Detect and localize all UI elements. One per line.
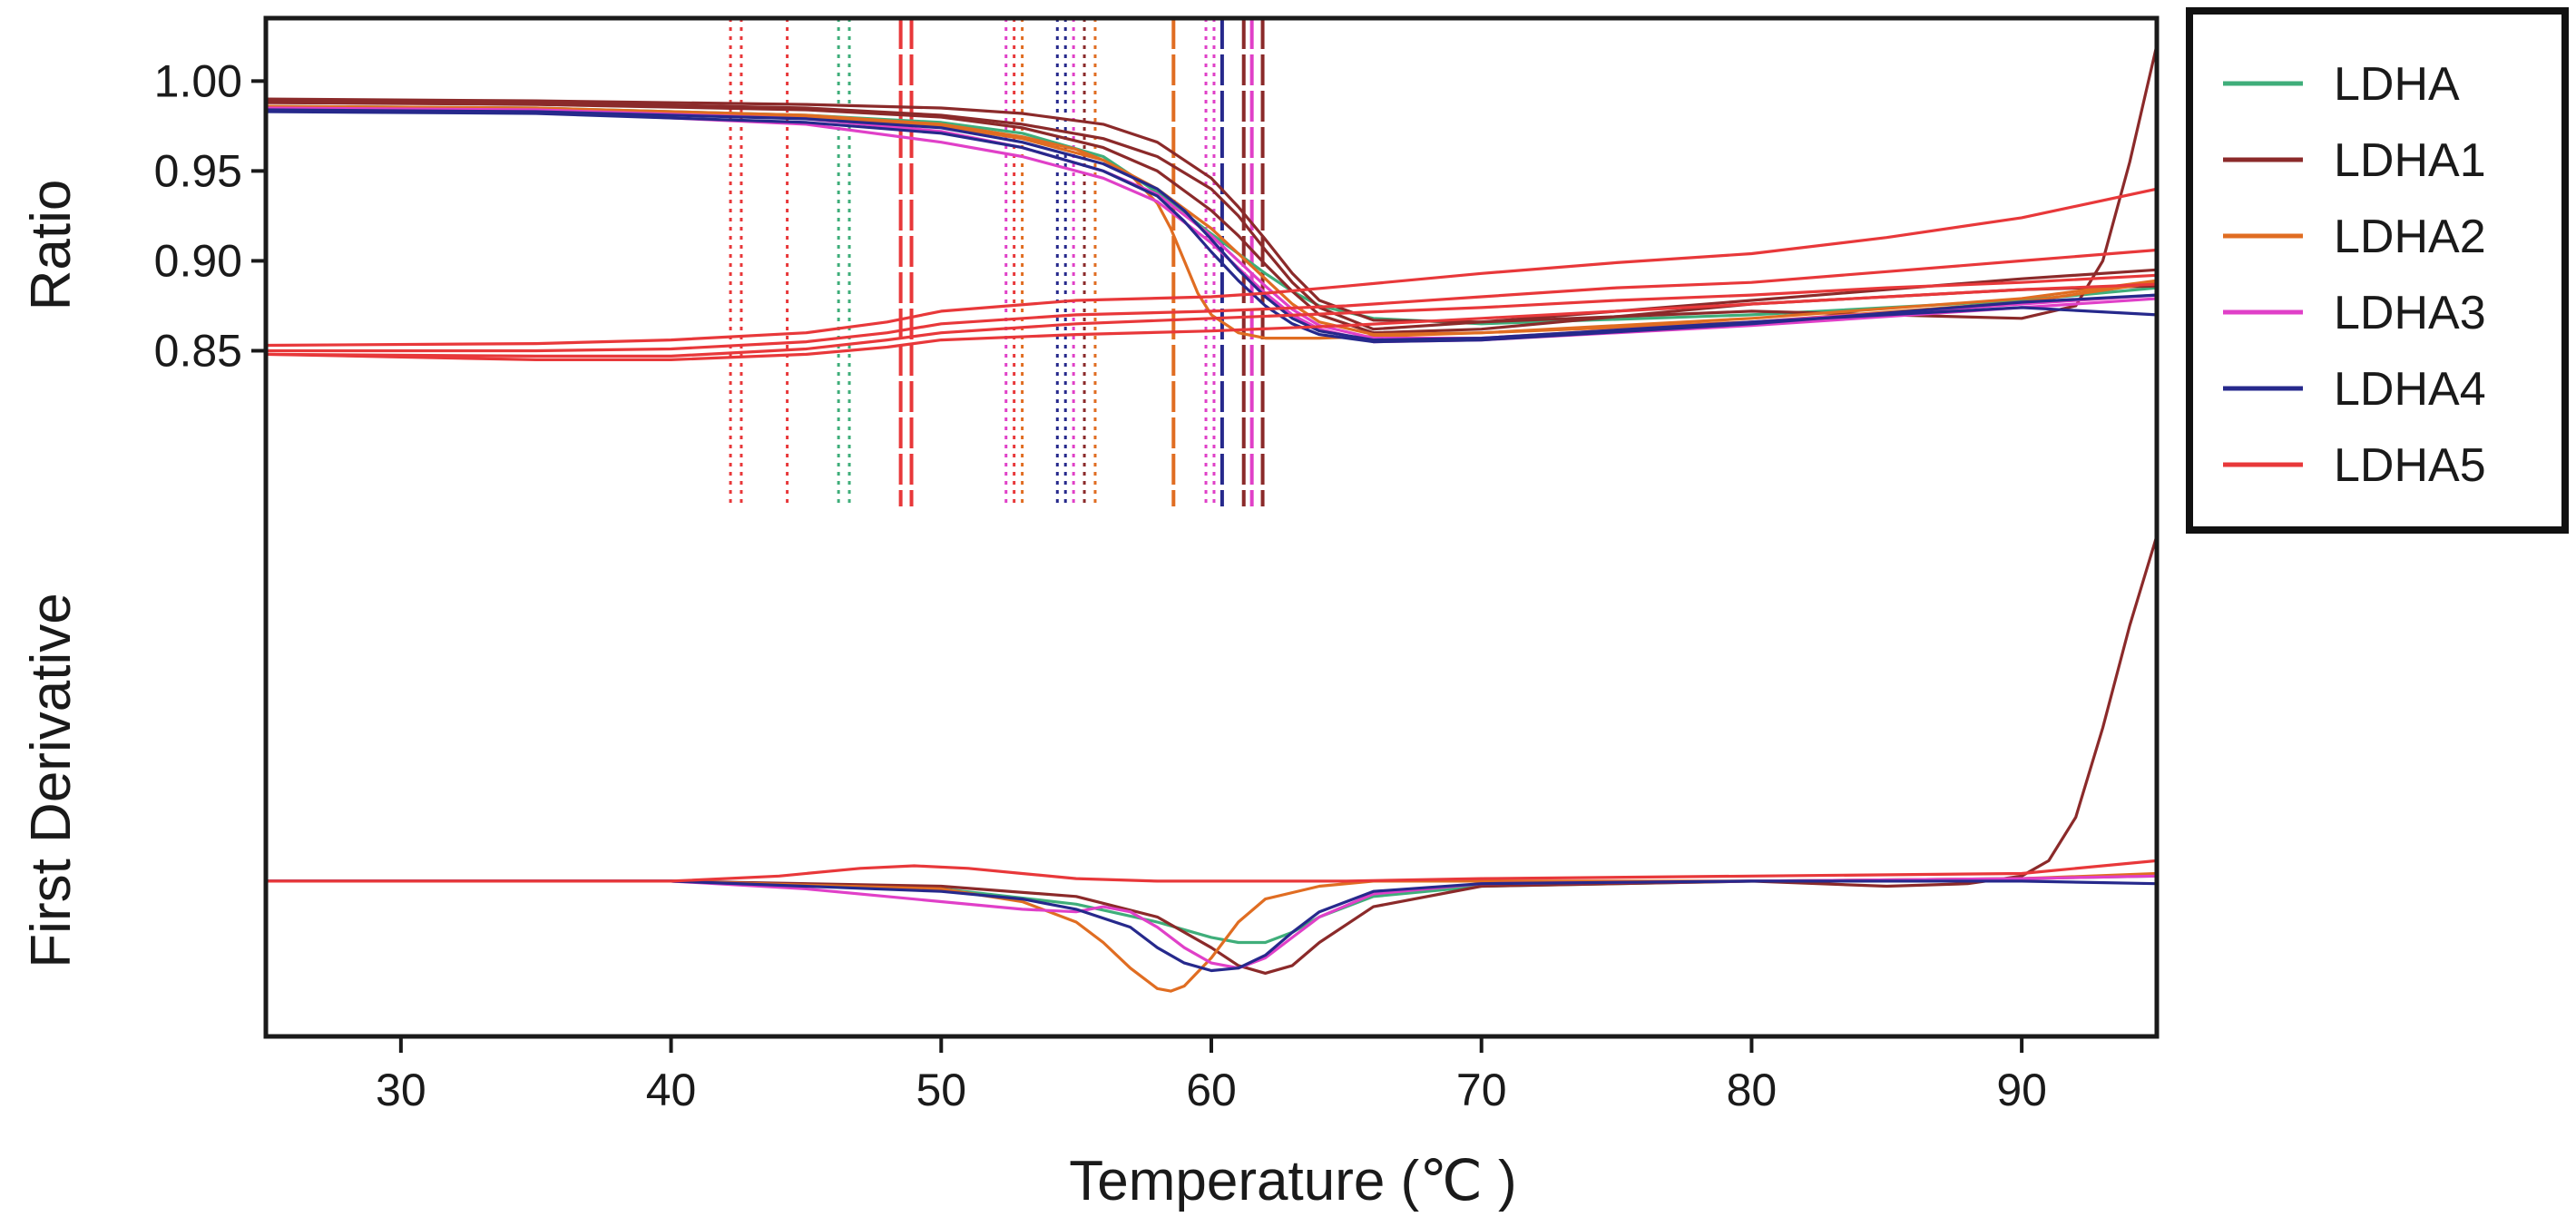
legend-label-ldha2: LDHA2 bbox=[2334, 211, 2486, 263]
legend-label-ldha1: LDHA1 bbox=[2334, 134, 2486, 187]
y-axis-title-ratio: Ratio bbox=[20, 180, 83, 311]
ratio-curve-ldha4a bbox=[266, 108, 2157, 342]
y-tick-label: 0.90 bbox=[154, 235, 242, 286]
legend-label-ldha4: LDHA4 bbox=[2334, 363, 2486, 416]
ratio-curve-ldha4b bbox=[266, 110, 2157, 344]
y-tick-label: 0.95 bbox=[154, 145, 242, 196]
x-tick-label: 30 bbox=[376, 1065, 426, 1115]
y-axis-ratio: 0.85 0.90 0.95 1.00 bbox=[154, 55, 266, 376]
x-tick-label: 70 bbox=[1456, 1065, 1507, 1115]
derivative-curve-ldha5 bbox=[266, 859, 2157, 883]
y-tick-label: 1.00 bbox=[154, 55, 242, 106]
ratio-curve-ldha5c bbox=[266, 273, 2157, 358]
ratio-lines-layer bbox=[266, 44, 2157, 361]
ratio-curve-ldha1a bbox=[266, 44, 2157, 324]
y-tick-label: 0.85 bbox=[154, 325, 242, 376]
derivative-curve-ldha1 bbox=[266, 534, 2157, 975]
x-tick-label: 40 bbox=[646, 1065, 697, 1115]
ratio-curve-ldha5b bbox=[266, 248, 2157, 353]
x-tick-label: 80 bbox=[1727, 1065, 1778, 1115]
legend-label-ldha3: LDHA3 bbox=[2334, 287, 2486, 339]
x-tick-label: 90 bbox=[1996, 1065, 2047, 1115]
legend: LDHA LDHA1 LDHA2 LDHA3 LDHA4 LDHA5 bbox=[2186, 7, 2569, 534]
ratio-curve-ldha5d bbox=[266, 282, 2157, 361]
legend-label-ldha: LDHA bbox=[2334, 58, 2460, 111]
x-tick-label: 60 bbox=[1186, 1065, 1237, 1115]
legend-frame bbox=[2186, 7, 2569, 534]
derivative-curve-ldha2 bbox=[266, 871, 2157, 993]
ratio-curve-ldha5a bbox=[266, 187, 2157, 348]
ratio-curve-ldha1c bbox=[266, 101, 2157, 335]
x-axis-title: Temperature (℃ ) bbox=[1069, 1150, 1516, 1212]
derivative-curve-ldha4 bbox=[266, 879, 2157, 973]
x-axis: 30 40 50 60 70 80 90 bbox=[376, 1036, 2047, 1115]
legend-label-ldha5: LDHA5 bbox=[2334, 439, 2486, 492]
x-tick-label: 50 bbox=[916, 1065, 966, 1115]
derivative-lines-layer bbox=[266, 534, 2157, 993]
y-axis-title-derivative: First Derivative bbox=[20, 593, 83, 967]
ratio-curve-ldha2b bbox=[266, 106, 2157, 337]
